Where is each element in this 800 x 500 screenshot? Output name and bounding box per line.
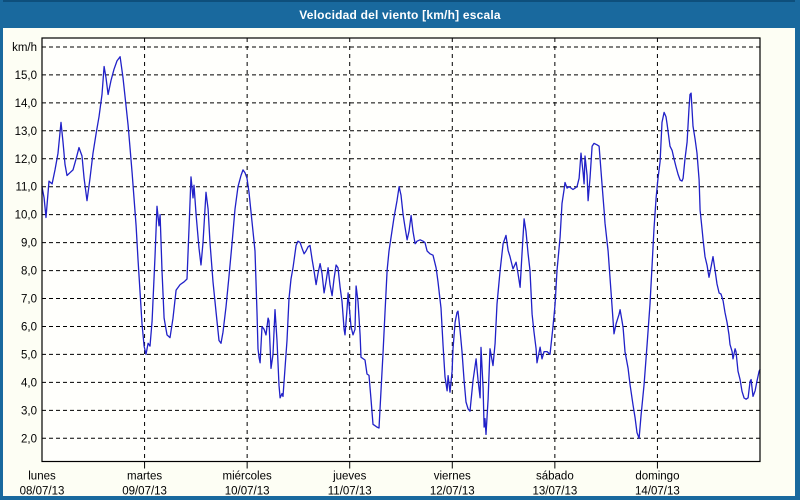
svg-text:4,0: 4,0 [21,377,37,389]
y-axis-unit-label: km/h [12,42,37,54]
svg-text:6,0: 6,0 [21,321,37,333]
day-date-label: 10/07/13 [225,486,270,498]
svg-text:12,0: 12,0 [15,154,37,166]
x-gridlines [144,38,658,462]
svg-text:15,0: 15,0 [15,70,37,82]
day-name-label: lunes [28,471,56,483]
day-date-label: 12/07/13 [430,486,475,498]
x-axis-ticks [144,461,658,469]
svg-text:5,0: 5,0 [21,349,37,361]
day-name-label: martes [127,471,162,483]
day-name-label: jueves [332,471,366,483]
day-date-label: 08/07/13 [20,486,65,498]
x-day-labels: lunes 08/07/13 martes 09/07/13 miércoles 10/0… [20,471,680,498]
svg-text:11,0: 11,0 [15,182,37,194]
svg-text:9,0: 9,0 [21,238,37,250]
day-date-label: 11/07/13 [328,486,372,498]
day-name-label: viernes [434,471,471,483]
day-name-label: miércoles [223,471,272,483]
svg-text:14,0: 14,0 [15,98,37,110]
day-name-label: domingo [635,471,679,483]
svg-text:10,0: 10,0 [15,210,37,222]
window-title: Velocidad del viento [km/h] escala [299,8,501,22]
svg-text:3,0: 3,0 [21,405,37,417]
svg-text:8,0: 8,0 [21,266,37,278]
svg-text:2,0: 2,0 [21,433,37,445]
day-name-label: sábado [536,471,574,483]
y-tick-labels: 15,0 14,0 13,0 12,0 11,0 10,0 9,0 8,0 7,0 6,0 5,0 4… [15,70,37,445]
svg-text:7,0: 7,0 [21,294,37,306]
day-date-label: 14/07/13 [635,486,680,498]
day-date-label: 13/07/13 [532,486,577,498]
wind-speed-line [41,56,761,439]
window-titlebar: Velocidad del viento [km/h] escala [3,0,795,28]
day-date-label: 09/07/13 [122,486,167,498]
svg-text:13,0: 13,0 [15,126,37,138]
plot-border [41,37,761,463]
